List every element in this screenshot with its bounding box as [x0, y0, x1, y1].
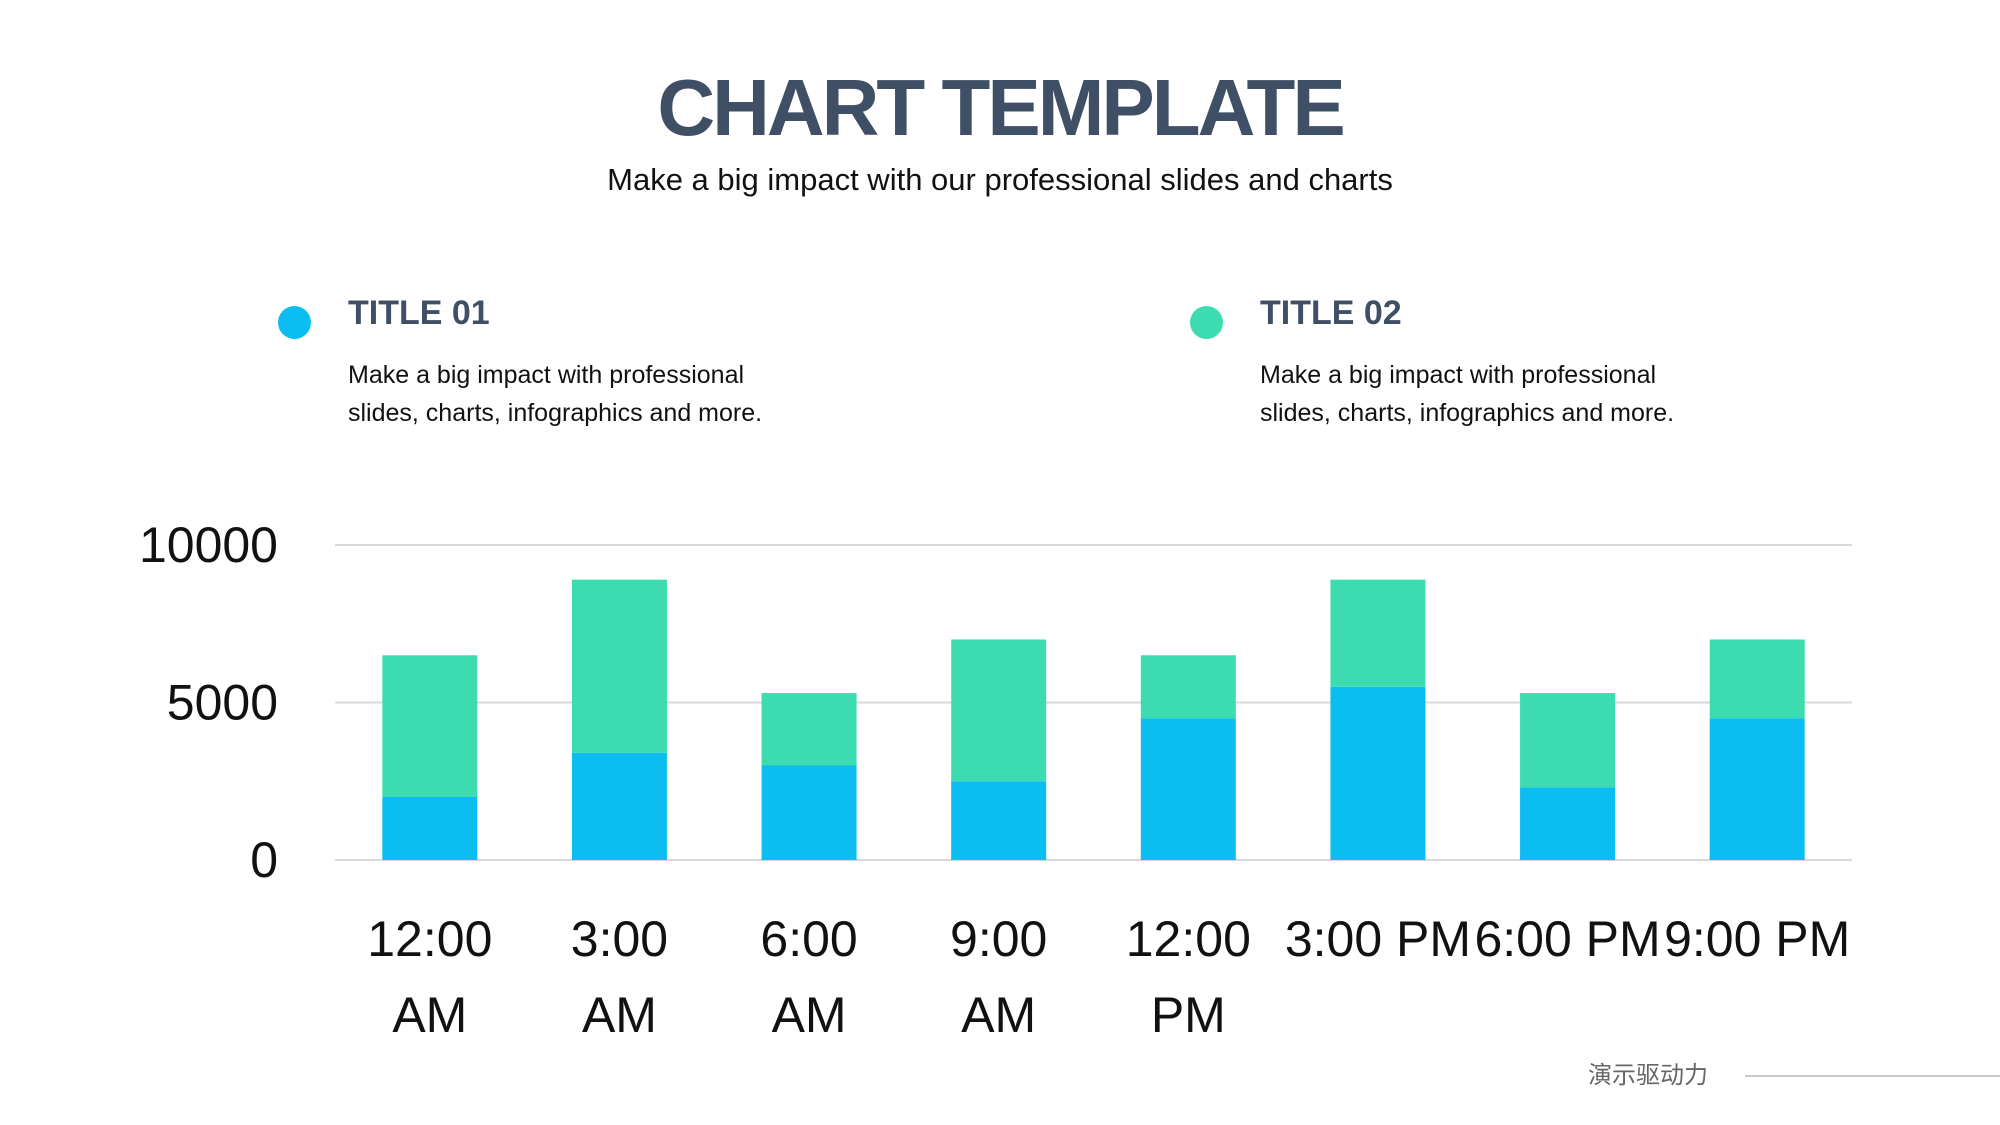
bar-title-01 — [382, 797, 478, 860]
bar-title-01 — [571, 752, 667, 860]
x-tick-label: 3:00 — [571, 911, 668, 967]
legend-title: TITLE 01 — [348, 294, 490, 332]
bar-title-02 — [1520, 693, 1616, 788]
legend-title: TITLE 02 — [1260, 294, 1402, 332]
x-tick-label: 12:00 — [1126, 911, 1251, 967]
x-tick-label: AM — [582, 987, 657, 1043]
bar-title-02 — [761, 693, 857, 766]
x-tick-label: AM — [392, 987, 467, 1043]
x-tick-label: 12:00 — [367, 911, 492, 967]
x-tick-label: AM — [772, 987, 847, 1043]
x-tick-label: 6:00 PM — [1474, 911, 1660, 967]
bar-title-02 — [571, 579, 667, 753]
legend-description: Make a big impact with professional slid… — [1260, 361, 1675, 427]
x-tick-label: PM — [1151, 987, 1226, 1043]
bar-title-02 — [1330, 579, 1426, 687]
bar-title-01 — [761, 765, 857, 860]
legend-dot-icon — [1190, 306, 1223, 339]
bar-title-02 — [1140, 655, 1236, 719]
bar-title-01 — [1520, 787, 1616, 860]
bar-title-02 — [1709, 639, 1805, 719]
x-tick-label: 9:00 PM — [1664, 911, 1850, 967]
bar-title-01 — [1140, 718, 1236, 860]
x-tick-label: AM — [961, 987, 1036, 1043]
x-tick-label: 9:00 — [950, 911, 1047, 967]
page-title: CHART TEMPLATE — [657, 63, 1345, 152]
footer-divider — [1745, 1075, 2000, 1077]
bar-title-02 — [382, 655, 478, 797]
footer-brand-text: 演示驱动力 — [1588, 1062, 1708, 1089]
legend-dot-icon — [278, 306, 311, 339]
y-tick-label: 0 — [250, 832, 278, 888]
bar-title-02 — [951, 639, 1047, 782]
y-tick-label: 5000 — [167, 675, 278, 731]
legend-description: Make a big impact with professional slid… — [348, 361, 763, 427]
bar-title-01 — [1330, 686, 1426, 860]
x-tick-label: 6:00 — [760, 911, 857, 967]
x-tick-label: 3:00 PM — [1285, 911, 1471, 967]
y-tick-label: 10000 — [139, 517, 278, 573]
bar-title-01 — [1709, 718, 1805, 860]
page-subtitle: Make a big impact with our professional … — [607, 162, 1393, 197]
bar-title-01 — [951, 781, 1047, 860]
